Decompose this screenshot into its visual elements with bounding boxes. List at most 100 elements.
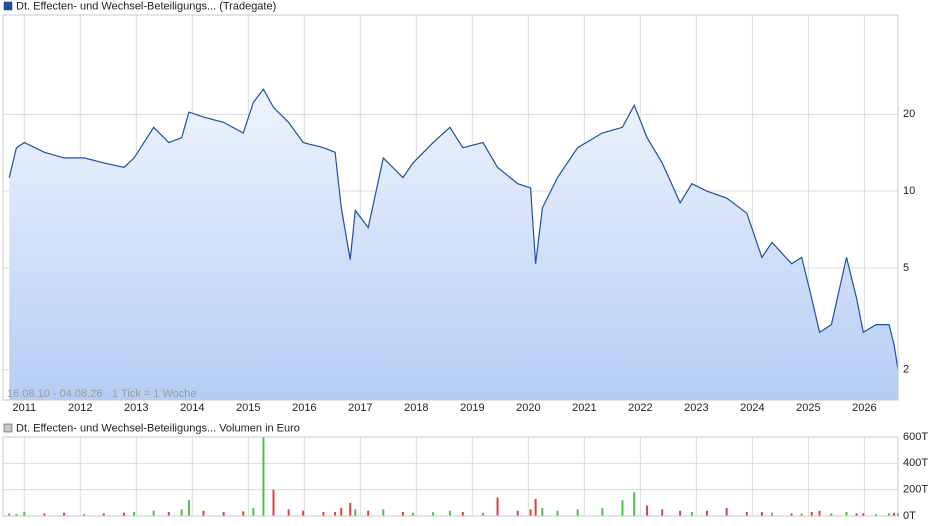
x-tick-label: 2020 — [516, 402, 540, 414]
price-line — [8, 88, 899, 370]
volume-bar — [83, 514, 86, 516]
volume-bar — [516, 510, 519, 516]
volume-bar — [252, 508, 255, 516]
volume-bar — [576, 509, 579, 516]
volume-bar — [621, 500, 624, 516]
volume-bar — [481, 512, 484, 516]
volume-bar — [556, 510, 559, 516]
volume-bar — [133, 512, 136, 516]
volume-bar — [222, 512, 225, 516]
volume-bar — [242, 511, 245, 516]
volume-bar — [302, 510, 305, 516]
tick-info: 1 Tick = 1 Woche — [112, 388, 196, 400]
volume-bar — [760, 512, 763, 516]
volume-bar — [187, 500, 190, 516]
volume-bar — [63, 512, 66, 516]
x-tick-label: 2023 — [684, 402, 708, 414]
volume-bar — [15, 514, 18, 516]
volume-bar — [888, 513, 891, 516]
volume-bar — [262, 437, 265, 516]
volume-bar — [180, 509, 183, 516]
volume-bar — [790, 513, 793, 516]
plot-frame — [2, 436, 899, 517]
x-tick-label: 2011 — [12, 402, 36, 414]
volume-bar — [529, 509, 532, 516]
x-tick-label: 2018 — [404, 402, 428, 414]
volume-bar — [646, 505, 649, 516]
x-tick-label: 2012 — [68, 402, 92, 414]
y-tick-label: 200T — [903, 484, 928, 496]
volume-bar — [818, 510, 821, 516]
volume-bar — [534, 498, 537, 516]
volume-bar — [633, 492, 636, 516]
volume-bar — [601, 508, 604, 516]
volume-bar — [272, 489, 275, 516]
y-tick-label: 600T — [903, 431, 928, 443]
volume-bar — [349, 502, 352, 516]
volume-bar — [367, 510, 370, 516]
volume-bar — [354, 509, 357, 516]
volume-bar — [8, 513, 11, 516]
volume-bar — [745, 512, 748, 516]
volume-bar — [810, 512, 813, 516]
y-tick-label: 400T — [903, 457, 928, 469]
y-tick-label: 2 — [903, 363, 909, 375]
volume-bar — [690, 512, 693, 516]
legend-swatch — [3, 1, 13, 11]
y-tick-label: 10 — [903, 185, 915, 197]
x-tick-label: 2015 — [236, 402, 260, 414]
plot-background — [3, 437, 898, 516]
volume-bar — [875, 514, 878, 516]
volume-bar — [679, 510, 682, 516]
volume-bar — [855, 513, 858, 516]
volume-bar — [122, 512, 125, 516]
volume-bar — [661, 509, 664, 516]
volume-bar — [43, 513, 46, 516]
x-tick-label: 2013 — [124, 402, 148, 414]
volume-bar — [496, 497, 499, 516]
volume-bar — [401, 512, 404, 516]
volume-bar — [770, 512, 773, 516]
date-range: 16.08.10 - 04.08.26 — [7, 388, 102, 400]
x-tick-label: 2017 — [348, 402, 372, 414]
legend-label: Dt. Effecten- und Wechsel-Beteiligungs..… — [16, 422, 300, 434]
volume-bar — [432, 512, 435, 516]
volume-bar — [340, 508, 343, 516]
volume-bar — [862, 513, 865, 516]
volume-bar — [334, 512, 337, 516]
volume-bar — [706, 510, 709, 516]
volume-bar — [800, 513, 803, 516]
volume-bar — [448, 510, 451, 516]
x-tick-label: 2026 — [852, 402, 876, 414]
volume-bar — [152, 510, 155, 516]
volume-bar — [102, 513, 105, 516]
legend-label: Dt. Effecten- und Wechsel-Beteiligungs..… — [16, 0, 276, 12]
y-tick-label: 5 — [903, 262, 909, 274]
volume-bar — [411, 512, 414, 516]
price-area — [9, 89, 898, 400]
volume-bar — [167, 512, 170, 516]
volume-bar — [893, 512, 896, 516]
y-tick-label: 0T — [903, 510, 916, 522]
x-tick-label: 2025 — [796, 402, 820, 414]
volume-bar — [845, 512, 848, 516]
volume-bar — [382, 509, 385, 516]
x-tick-label: 2014 — [180, 402, 204, 414]
y-tick-label: 20 — [903, 108, 915, 120]
volume-bar — [461, 512, 464, 516]
legend-swatch — [3, 423, 13, 433]
x-tick-label: 2021 — [572, 402, 596, 414]
x-tick-label: 2022 — [628, 402, 652, 414]
volume-bar — [541, 508, 544, 516]
x-tick-label: 2019 — [460, 402, 484, 414]
volume-bar — [725, 508, 728, 516]
x-tick-label: 2016 — [292, 402, 316, 414]
plot-frame — [2, 14, 899, 401]
volume-bar — [322, 512, 325, 516]
volume-bar — [287, 509, 290, 516]
x-tick-label: 2024 — [740, 402, 764, 414]
volume-bar — [202, 510, 205, 516]
volume-bar — [23, 512, 26, 516]
volume-bar — [830, 513, 833, 516]
